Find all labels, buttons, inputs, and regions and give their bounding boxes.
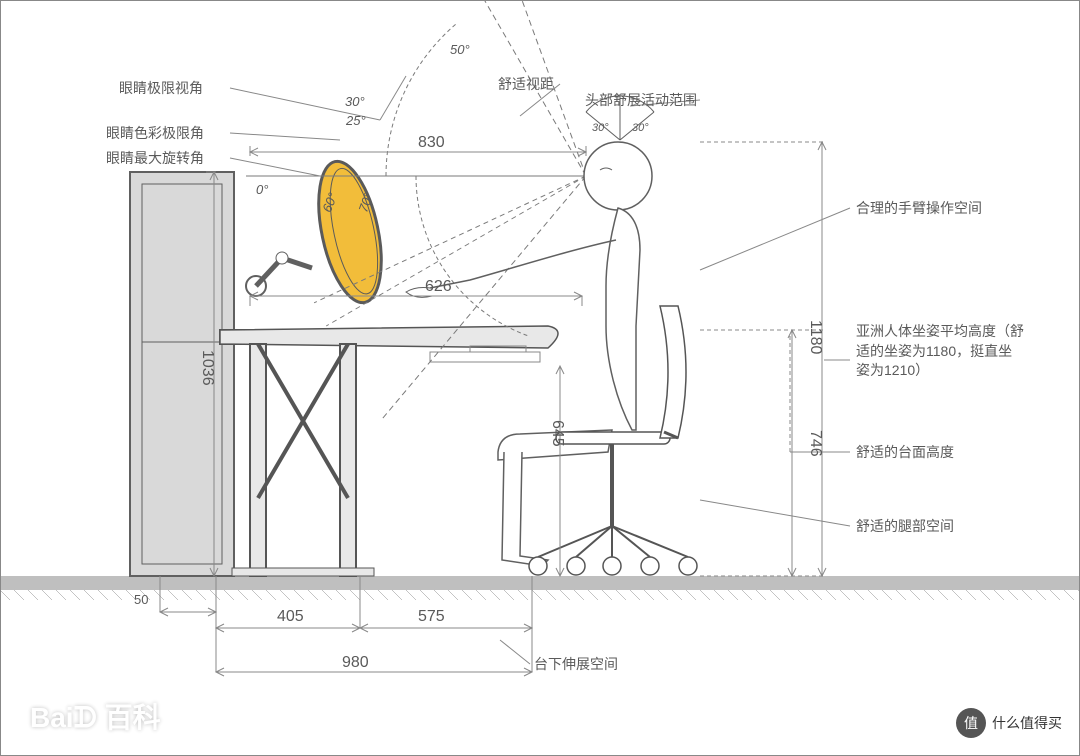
angle-50: 50° — [450, 42, 470, 57]
label-arm-space: 合理的手臂操作空间 — [856, 198, 982, 218]
dim-746: 746 — [806, 430, 824, 457]
watermark-smzdm: 值 什么值得买 — [956, 708, 1062, 738]
dim-645: 645 — [548, 420, 566, 447]
angle-30L: 30° — [592, 122, 609, 134]
label-seat-height: 亚洲人体坐姿平均高度（舒适的坐姿为1180，挺直坐姿为1210） — [856, 322, 1024, 381]
dim-830: 830 — [418, 134, 445, 152]
label-eye-limit: 眼睛极限视角 — [119, 78, 203, 98]
label-max-rotation: 眼睛最大旋转角 — [106, 148, 204, 168]
label-leg-space: 舒适的腿部空间 — [856, 516, 954, 536]
dim-1036: 1036 — [198, 350, 216, 386]
dim-1180: 1180 — [806, 320, 824, 354]
angle-0: 0° — [256, 182, 268, 197]
label-comfort-dist: 舒适视距 — [498, 74, 554, 94]
smzdm-text: 什么值得买 — [992, 713, 1062, 733]
label-under-desk: 台下伸展空间 — [534, 654, 618, 674]
label-desk-height: 舒适的台面高度 — [856, 442, 954, 462]
dim-50: 50 — [134, 592, 148, 607]
label-color-limit: 眼睛色彩极限角 — [106, 123, 204, 143]
dim-405: 405 — [277, 608, 304, 626]
dim-575: 575 — [418, 608, 445, 626]
label-head-range: 头部舒展活动范围 — [585, 90, 697, 110]
dim-626: 626 — [425, 278, 452, 296]
smzdm-badge-icon: 值 — [956, 708, 986, 738]
angle-25: 25° — [346, 113, 366, 128]
dim-980: 980 — [342, 654, 369, 672]
angle-30a: 30° — [345, 94, 365, 109]
angle-30R: 30° — [632, 122, 649, 134]
watermark-baidu: Baiᗪ 百科 — [30, 696, 161, 736]
